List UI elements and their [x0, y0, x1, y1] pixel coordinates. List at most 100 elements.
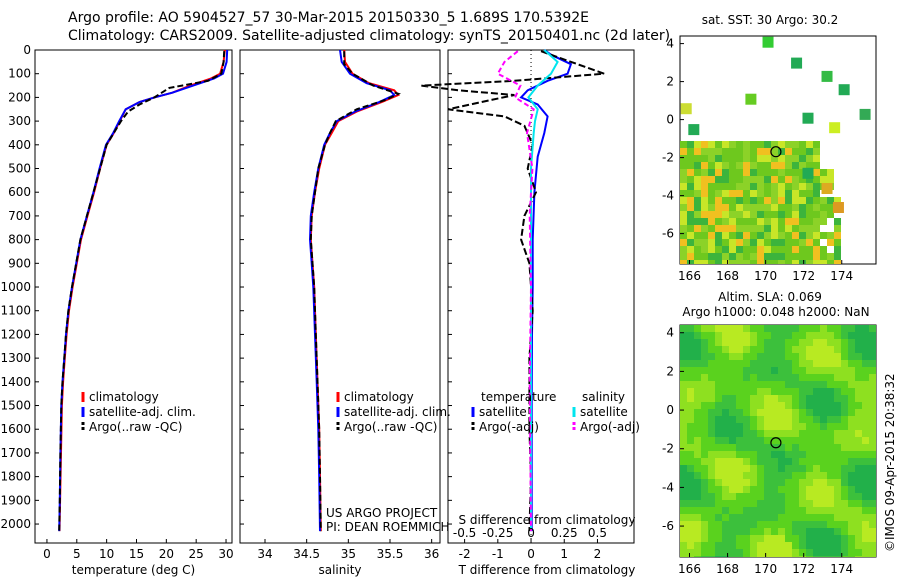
- sst-cell: [722, 176, 729, 183]
- tdiff-tick-label: 1: [560, 547, 568, 561]
- sla-cell: [785, 472, 792, 479]
- sla-cell: [736, 402, 743, 409]
- sla-cell: [722, 486, 729, 493]
- sla-cell: [694, 451, 701, 458]
- sla-cell: [708, 409, 715, 416]
- sla-cell: [778, 374, 785, 381]
- sla-cell: [834, 437, 841, 444]
- sst-cell: [687, 190, 694, 197]
- sst-cell: [722, 162, 729, 169]
- sst-cell: [722, 218, 729, 225]
- sla-cell: [862, 430, 869, 437]
- sla-cell: [764, 451, 771, 458]
- sla-cell: [827, 325, 834, 332]
- sla-cell: [687, 493, 694, 500]
- sla-cell: [687, 444, 694, 451]
- sla-cell: [785, 542, 792, 549]
- sla-cell: [792, 444, 799, 451]
- sst-cell: [743, 169, 750, 176]
- sla-cell: [778, 339, 785, 346]
- sla-cell: [764, 542, 771, 549]
- sla-cell: [715, 486, 722, 493]
- sla-cell: [806, 346, 813, 353]
- sla-cell: [757, 507, 764, 514]
- sla-cell: [722, 472, 729, 479]
- temperature-tick-label: 15: [129, 547, 144, 561]
- sla-cell: [799, 556, 806, 557]
- sla-cell: [694, 535, 701, 542]
- temperature-legend-label-1: climatology: [89, 390, 159, 404]
- sla-lat-tick-label: 0: [666, 403, 674, 417]
- depth-tick-label: 1000: [0, 280, 31, 294]
- sla-cell: [694, 500, 701, 507]
- sla-cell: [848, 388, 855, 395]
- sla-cell: [764, 535, 771, 542]
- sla-cell: [680, 374, 687, 381]
- sla-cell: [771, 395, 778, 402]
- sla-lon-tick-label: 174: [830, 562, 853, 576]
- sla-cell: [764, 493, 771, 500]
- sla-cell: [694, 486, 701, 493]
- sla-cell: [764, 374, 771, 381]
- sla-cell: [757, 360, 764, 367]
- sla-cell: [750, 500, 757, 507]
- sla-cell: [785, 465, 792, 472]
- sla-cell: [841, 353, 848, 360]
- sla-cell: [701, 458, 708, 465]
- sla-cell: [806, 388, 813, 395]
- sst-cell: [792, 162, 799, 169]
- profile-panel-frame-1: [34, 49, 233, 544]
- sla-cell: [869, 381, 876, 388]
- sla-cell: [694, 381, 701, 388]
- sla-cell: [862, 500, 869, 507]
- sst-cell: [806, 239, 813, 246]
- sla-cell: [820, 353, 827, 360]
- sla-cell: [792, 556, 799, 557]
- sla-cell: [827, 332, 834, 339]
- sla-cell: [862, 367, 869, 374]
- sst-cell: [722, 211, 729, 218]
- sla-cell: [743, 535, 750, 542]
- sla-cell: [848, 465, 855, 472]
- sla-cell: [736, 339, 743, 346]
- sla-cell: [869, 458, 876, 465]
- sla-cell: [764, 360, 771, 367]
- depth-tick-label: 1200: [0, 327, 31, 341]
- sla-cell: [764, 430, 771, 437]
- sst-cell: [750, 204, 757, 211]
- depth-tick-label: 900: [8, 256, 31, 270]
- sla-cell: [792, 395, 799, 402]
- sla-cell: [869, 486, 876, 493]
- sla-cell: [771, 381, 778, 388]
- salinity-legend-label-3: Argo(..raw -QC): [344, 420, 437, 434]
- sla-cell: [778, 507, 785, 514]
- sst-cell: [701, 246, 708, 253]
- sla-lon-tick-label: 172: [792, 562, 815, 576]
- sst-cell: [771, 190, 778, 197]
- sla-cell: [694, 514, 701, 521]
- sst-cell: [792, 176, 799, 183]
- depth-tick-label: 600: [8, 185, 31, 199]
- sla-cell: [729, 521, 736, 528]
- sla-cell: [827, 423, 834, 430]
- sst-cell: [729, 141, 736, 148]
- sla-cell: [715, 521, 722, 528]
- sla-cell: [792, 416, 799, 423]
- sla-cell: [820, 521, 827, 528]
- sla-cell: [687, 332, 694, 339]
- sla-cell: [820, 374, 827, 381]
- sst-cell: [729, 155, 736, 162]
- sla-cell: [750, 514, 757, 521]
- depth-tick-label: 700: [8, 209, 31, 223]
- sla-cell: [687, 535, 694, 542]
- sla-cell: [764, 339, 771, 346]
- sla-cell: [862, 416, 869, 423]
- sla-cell: [729, 353, 736, 360]
- sla-cell: [743, 451, 750, 458]
- sst-cell: [785, 169, 792, 176]
- sla-cell: [757, 339, 764, 346]
- sla-cell: [687, 472, 694, 479]
- sst-lon-tick-label: 168: [716, 269, 739, 283]
- sla-cell: [708, 479, 715, 486]
- sla-cell: [701, 479, 708, 486]
